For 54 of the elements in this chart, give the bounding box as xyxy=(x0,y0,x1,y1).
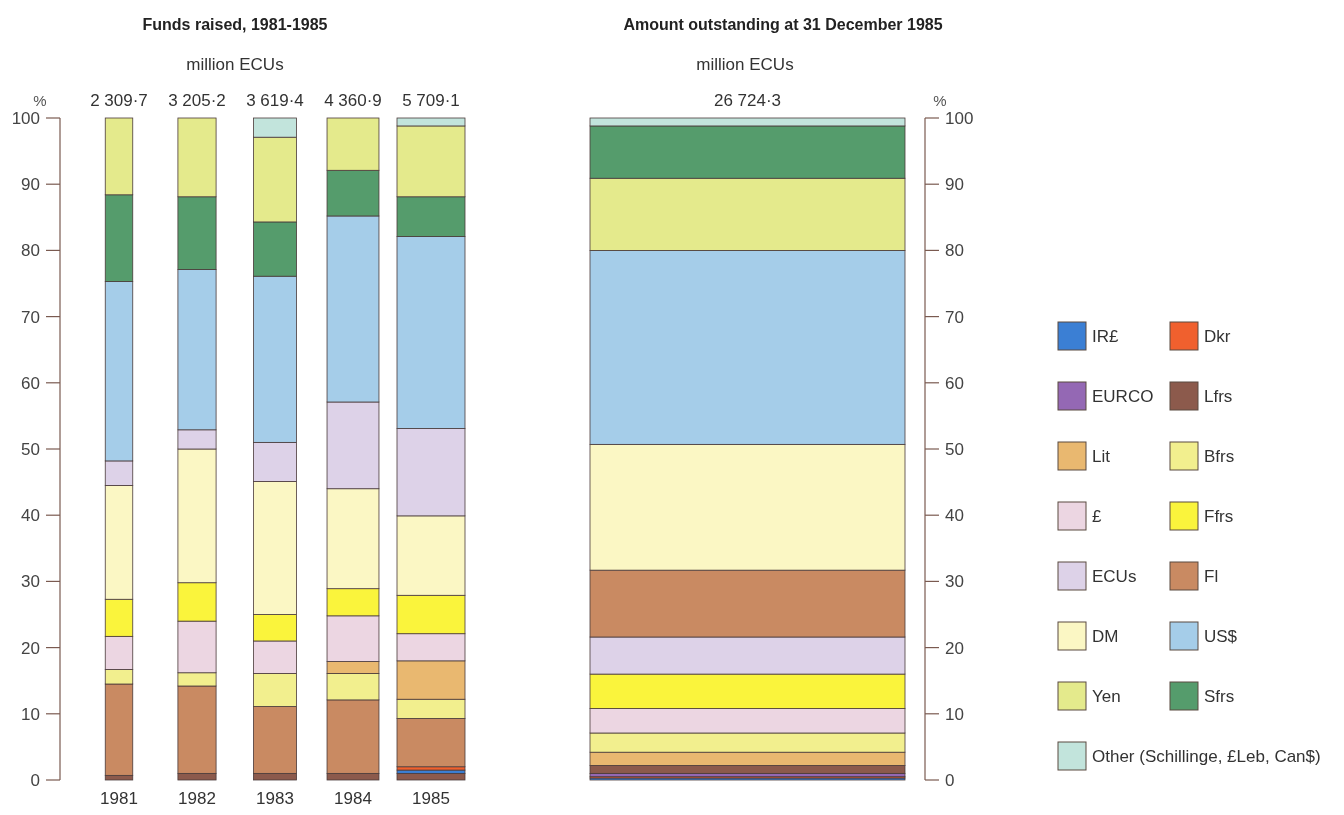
y-tick-label: 80 xyxy=(21,241,40,261)
y-tick-label: 70 xyxy=(21,307,40,327)
x-tick-label: 1983 xyxy=(256,789,294,808)
y-tick-label: 50 xyxy=(945,440,964,459)
y-tick-label: 30 xyxy=(945,572,964,592)
total-label: 2 309·7 xyxy=(90,91,148,110)
legend-label: EURCO xyxy=(1092,387,1154,406)
y-tick-label: 80 xyxy=(945,241,964,261)
x-tick-label: 1985 xyxy=(412,789,450,808)
x-tick-label: 1984 xyxy=(334,789,372,808)
total-label: 3 619·4 xyxy=(246,91,304,110)
legend-label: Fl xyxy=(1204,567,1219,586)
legend-label: DM xyxy=(1092,627,1119,646)
y-tick-label: 60 xyxy=(21,373,40,393)
legend-label: Ffrs xyxy=(1204,507,1234,526)
chart-title: Funds raised, 1981-1985 xyxy=(142,16,328,33)
y-tick-label: 100 xyxy=(945,109,974,128)
total-label: 4 360·9 xyxy=(324,91,382,110)
legend-label: Lfrs xyxy=(1204,387,1233,406)
legend-label: Sfrs xyxy=(1204,687,1235,706)
y-tick-label: 90 xyxy=(21,175,40,195)
legend-label: Dkr xyxy=(1204,327,1231,346)
total-label: 26 724·3 xyxy=(713,91,782,110)
legend-label: US$ xyxy=(1204,627,1238,646)
legend-label: Lit xyxy=(1092,447,1111,466)
y-tick-label: 10 xyxy=(945,704,964,724)
y-tick-label: 90 xyxy=(945,175,964,195)
x-tick-label: 1982 xyxy=(178,789,216,808)
legend-label: IR£ xyxy=(1092,327,1119,346)
x-tick-label: 1981 xyxy=(100,789,138,808)
y-tick-label: 40 xyxy=(21,506,40,526)
y-tick-label: 10 xyxy=(21,704,40,724)
legend-label: Other (Schillinge, £Leb, Can$) xyxy=(1092,747,1321,766)
y-tick-label: 40 xyxy=(945,506,964,526)
y-tick-label: 0 xyxy=(30,771,40,790)
y-axis-title: % xyxy=(933,92,947,109)
legend-label: Bfrs xyxy=(1204,447,1235,466)
legend-label: £ xyxy=(1092,507,1102,526)
total-label: 3 205·2 xyxy=(168,91,226,110)
y-tick-label: 60 xyxy=(945,373,964,393)
chart-subtitle: million ECUs xyxy=(186,55,284,74)
y-tick-label: 30 xyxy=(21,572,40,592)
legend-label: Yen xyxy=(1092,687,1121,706)
chart-title: Amount outstanding at 31 December 1985 xyxy=(623,16,943,33)
y-tick-label: 20 xyxy=(21,638,40,658)
total-label: 5 709·1 xyxy=(402,91,460,110)
y-tick-label: 50 xyxy=(21,440,40,459)
y-tick-label: 0 xyxy=(945,771,955,790)
legend-label: ECUs xyxy=(1092,567,1137,586)
y-tick-label: 70 xyxy=(945,307,964,327)
y-tick-label: 100 xyxy=(11,109,40,128)
y-tick-label: 20 xyxy=(945,638,964,658)
chart-subtitle: million ECUs xyxy=(696,55,794,74)
y-axis-title: % xyxy=(33,92,47,109)
